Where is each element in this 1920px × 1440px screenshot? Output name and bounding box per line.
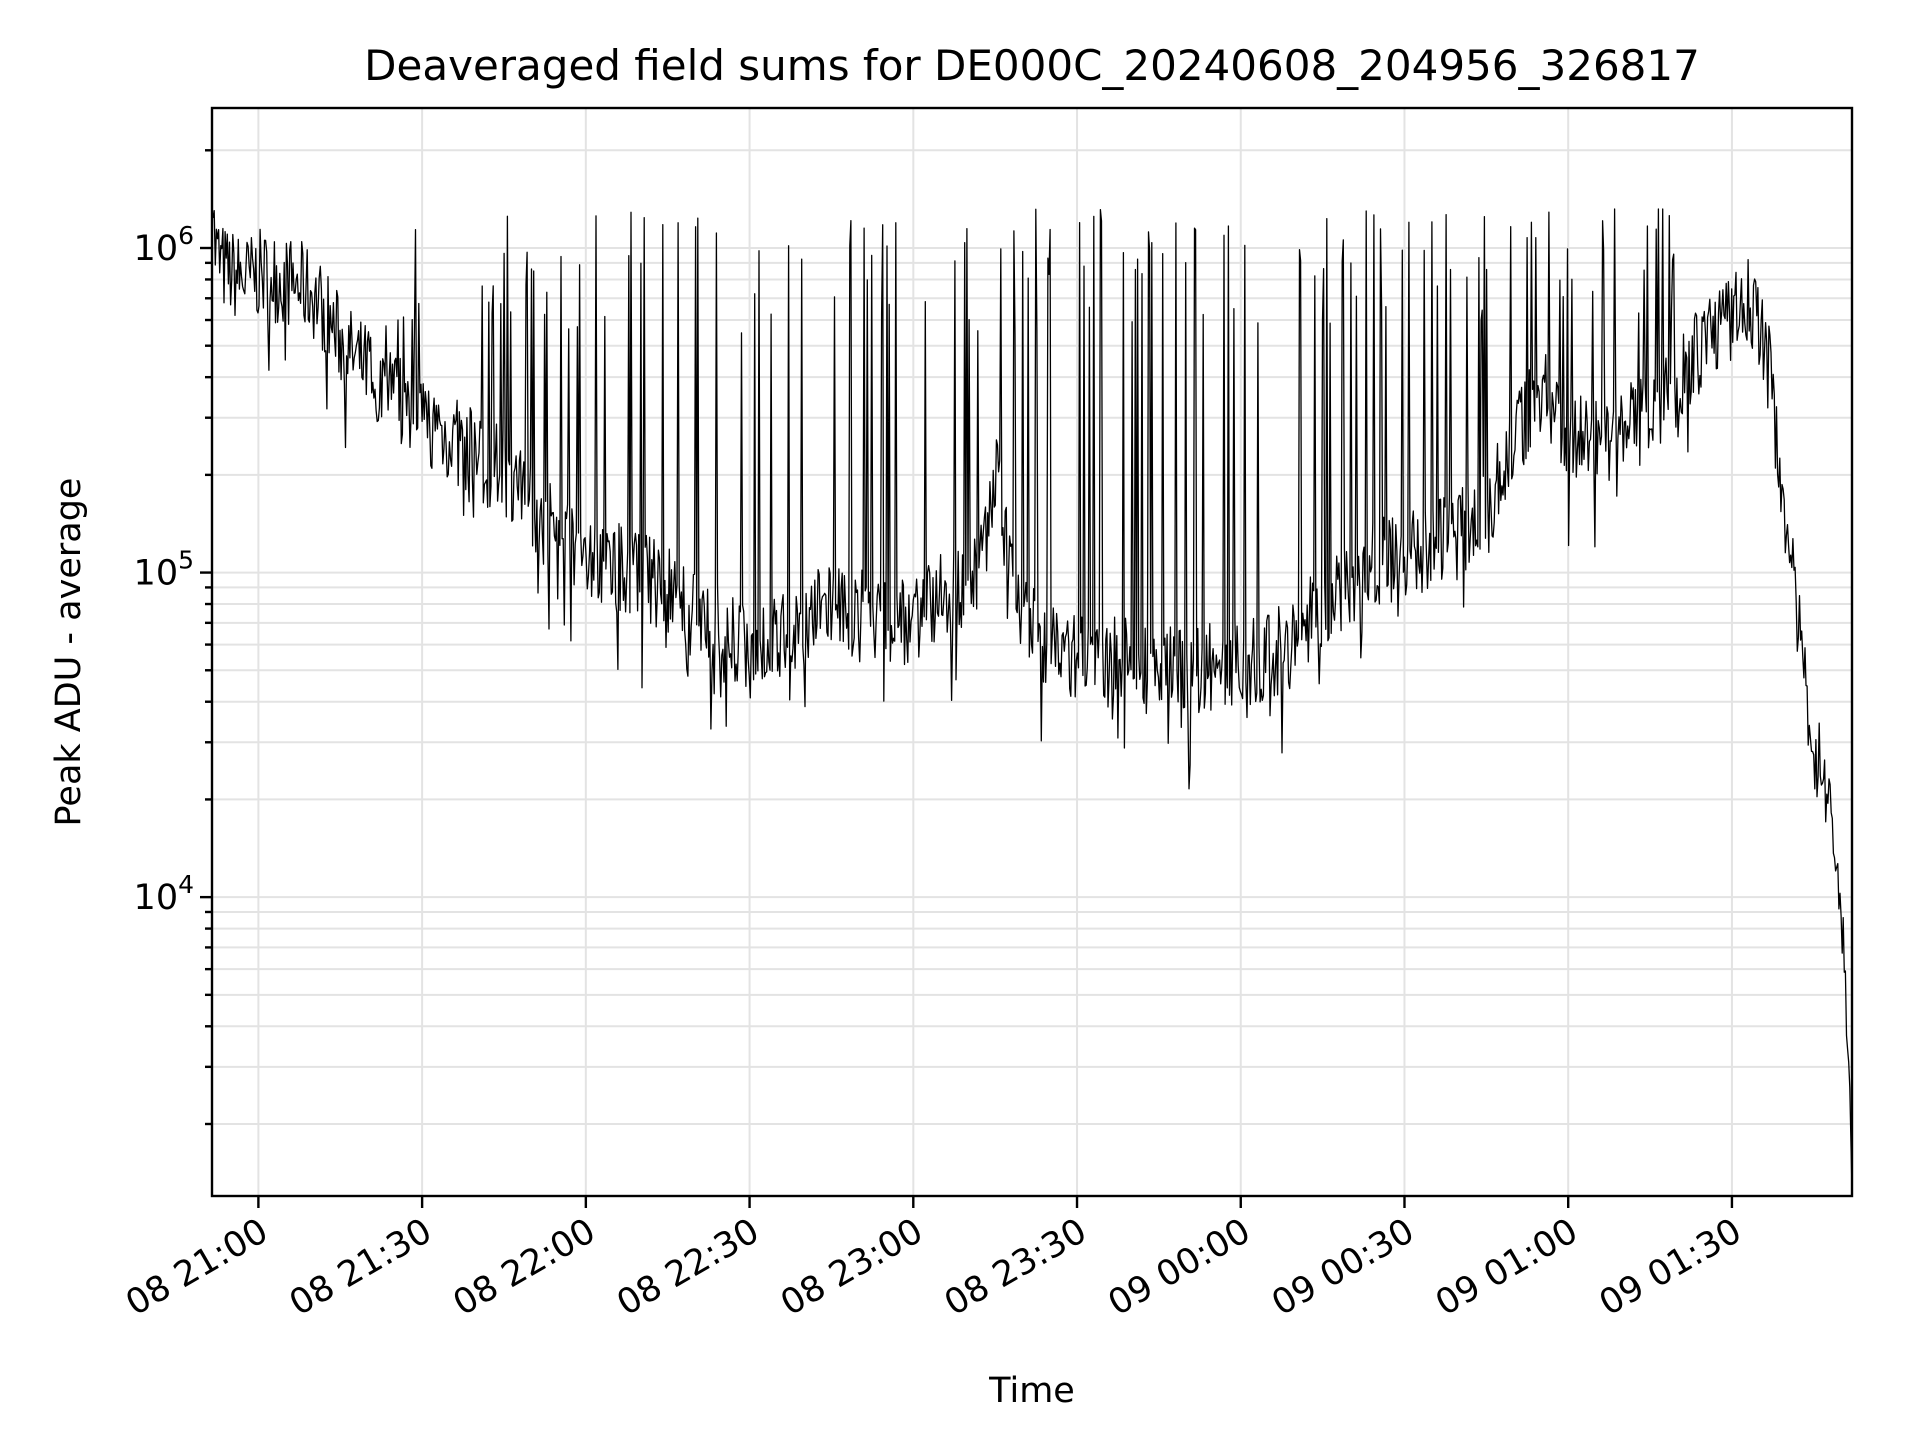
y-axis-label: Peak ADU - average — [49, 478, 89, 827]
x-tick-label: 08 22:00 — [447, 1211, 603, 1324]
x-tick-label: 08 22:30 — [611, 1211, 767, 1324]
x-tick-label: 08 23:00 — [774, 1211, 930, 1324]
x-tick-label: 09 01:30 — [1593, 1211, 1749, 1324]
x-tick-label: 08 21:30 — [283, 1211, 439, 1324]
x-tick-label: 09 01:00 — [1429, 1211, 1585, 1324]
x-tick-label: 09 00:30 — [1265, 1211, 1421, 1324]
chart-title: Deaveraged field sums for DE000C_2024060… — [364, 41, 1700, 90]
series-line — [211, 208, 1853, 1191]
x-tick-label: 08 21:00 — [119, 1211, 275, 1324]
x-axis-ticks: 08 21:00 08 21:30 08 22:00 08 22:30 08 23:00… — [119, 1196, 1748, 1324]
grid — [212, 108, 1852, 1196]
y-tick-label: 106 — [134, 221, 194, 269]
y-tick-label: 104 — [134, 870, 194, 918]
y-axis-ticks: 104 105 106 — [134, 149, 212, 1126]
x-tick-label: 08 23:30 — [938, 1211, 1094, 1324]
x-axis-label: Time — [988, 1371, 1075, 1411]
x-tick-label: 09 00:00 — [1102, 1211, 1258, 1324]
y-tick-label: 105 — [134, 546, 194, 594]
plot-frame — [210, 106, 1854, 1198]
